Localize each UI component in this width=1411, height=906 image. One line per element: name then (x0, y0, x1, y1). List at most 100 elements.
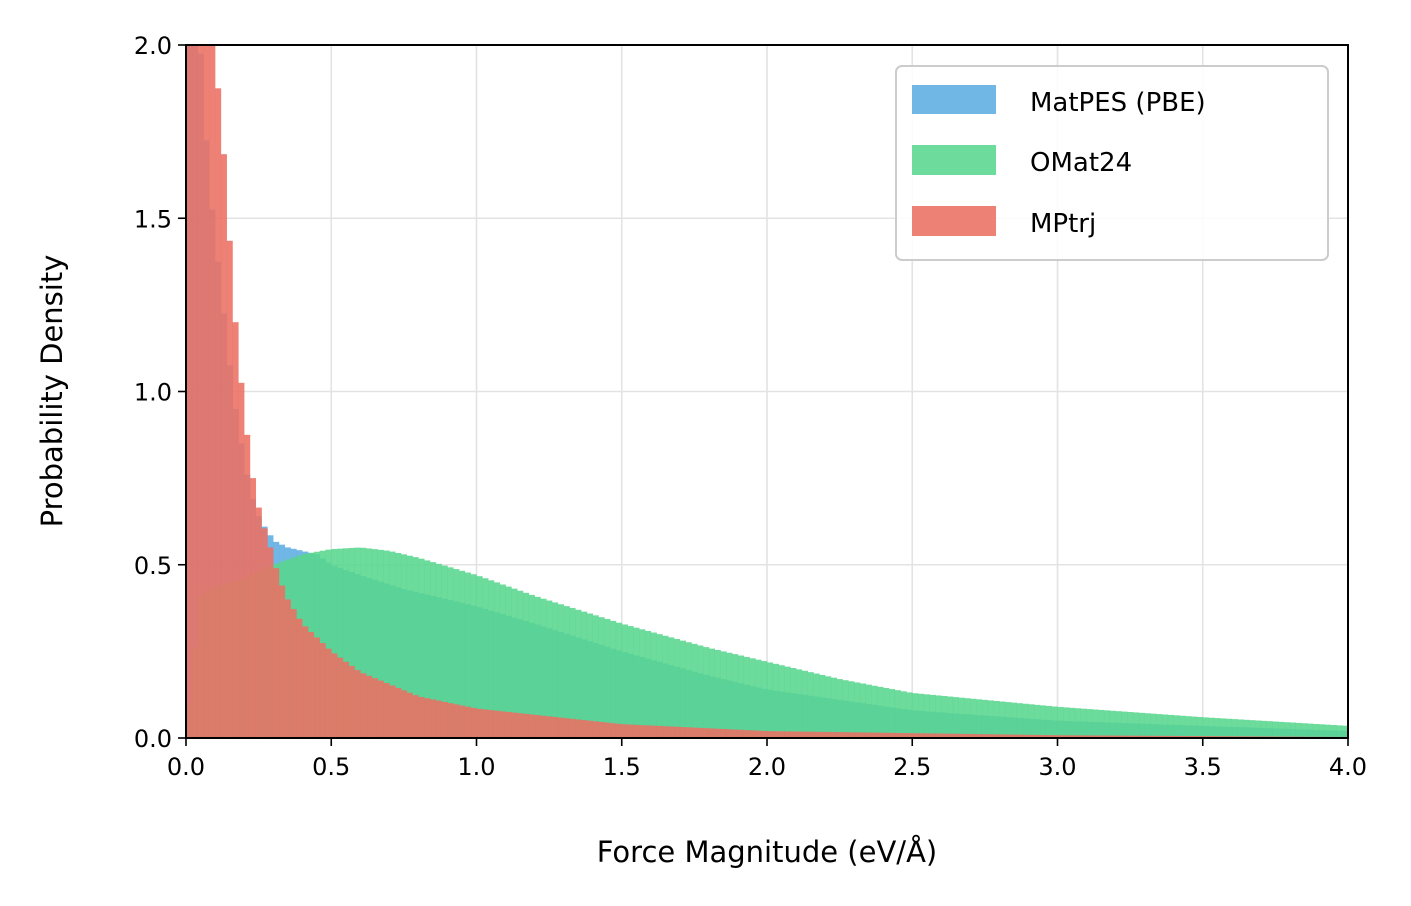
histogram-bar (685, 727, 692, 738)
histogram-bar (1127, 712, 1134, 738)
histogram-bar (865, 684, 872, 738)
histogram-bar (1196, 717, 1204, 738)
histogram-bar (877, 732, 884, 738)
histogram-bar (604, 619, 611, 738)
histogram-bar (464, 706, 471, 738)
histogram-bar (517, 590, 524, 738)
histogram-bar (522, 713, 530, 738)
histogram-bar (889, 689, 896, 738)
histogram-bar (1086, 735, 1093, 738)
histogram-bar (1074, 708, 1082, 738)
histogram-bar (1237, 719, 1244, 738)
histogram-bar (714, 649, 721, 738)
y-tick-label: 1.0 (134, 379, 172, 407)
histogram-bar (1272, 721, 1279, 738)
histogram-bar (290, 609, 297, 738)
histogram-bar (581, 611, 588, 738)
histogram-bar (557, 717, 564, 738)
histogram-bar (1295, 722, 1302, 738)
histogram-bar (650, 725, 657, 738)
histogram-bar (755, 730, 762, 738)
histogram-bar (313, 637, 320, 738)
histogram-bar (453, 704, 460, 738)
histogram-bar (296, 618, 303, 738)
histogram-bar (726, 729, 733, 738)
histogram-bar (482, 578, 489, 738)
histogram-bar (767, 662, 774, 738)
histogram-bar (1040, 735, 1047, 738)
histogram-bar (1098, 709, 1105, 738)
histogram-bar (1034, 734, 1041, 738)
legend-frame (895, 65, 1329, 261)
histogram-bar (976, 734, 983, 738)
histogram-bar (1028, 704, 1035, 738)
histogram-bar (825, 676, 832, 738)
histogram-bar (342, 661, 349, 738)
histogram-bar (418, 697, 425, 738)
histogram-bar (505, 586, 512, 738)
histogram-bar (697, 727, 704, 738)
histogram-bar (389, 685, 396, 738)
histogram-bar (377, 680, 384, 738)
legend-item-matpes: MatPES (PBE) (912, 85, 1206, 118)
histogram-bar (273, 568, 280, 738)
histogram-bar (1301, 723, 1308, 738)
histogram-bar (400, 690, 408, 738)
histogram-bar (976, 699, 983, 738)
histogram-bar (453, 569, 460, 738)
histogram-bar (807, 731, 814, 738)
histogram-bar (732, 654, 739, 738)
histogram-bar (331, 653, 338, 738)
histogram-bar (1162, 735, 1169, 738)
histogram-bar (255, 507, 262, 738)
histogram-bar (1179, 735, 1186, 738)
histogram-bar (1220, 718, 1227, 738)
histogram-bar (859, 732, 867, 738)
histogram-bar (918, 693, 925, 738)
histogram-bar (952, 697, 960, 738)
histogram-bar (633, 724, 640, 738)
histogram-bar (877, 686, 884, 738)
histogram-bar (1289, 722, 1297, 738)
histogram-bar (755, 659, 762, 738)
histogram-bar (720, 728, 727, 738)
histogram-bar (633, 627, 640, 738)
histogram-bar (505, 711, 512, 738)
histogram-bar (569, 718, 576, 738)
histogram-bar (586, 613, 593, 738)
histogram-bar (1092, 735, 1099, 738)
histogram-bar (819, 731, 826, 738)
histogram-bar (435, 700, 442, 738)
histogram-bar (586, 720, 593, 738)
histogram-bar (1092, 709, 1099, 738)
histogram-bar (644, 725, 652, 738)
histogram-bar (1144, 713, 1151, 738)
histogram-bar (400, 554, 408, 738)
histogram-bar (395, 687, 402, 738)
histogram-bar (1313, 723, 1320, 738)
histogram-bar (906, 692, 913, 738)
histogram-bar (1057, 735, 1064, 738)
histogram-bar (371, 549, 379, 738)
histogram-bars (186, 45, 1348, 738)
histogram-bar (703, 647, 710, 738)
legend-swatch-mptrj (912, 206, 996, 236)
histogram-bar (1028, 734, 1035, 738)
histogram-bar (493, 582, 501, 738)
histogram-bar (987, 734, 994, 738)
histogram-bar (552, 716, 559, 738)
histogram-bar (197, 45, 204, 738)
histogram-bar (894, 732, 901, 738)
histogram-bar (743, 656, 750, 738)
histogram-bar (1016, 734, 1023, 738)
histogram-bar (592, 721, 599, 738)
histogram-bar (929, 694, 936, 738)
histogram-bar (476, 576, 483, 738)
histogram-bar (848, 681, 855, 738)
histogram-bar (894, 690, 901, 738)
histogram-bar (790, 668, 797, 738)
histogram-bar (371, 678, 379, 738)
histogram-bar (331, 548, 338, 738)
histogram-bar (1080, 735, 1087, 738)
legend-label-mptrj: MPtrj (1030, 209, 1096, 239)
